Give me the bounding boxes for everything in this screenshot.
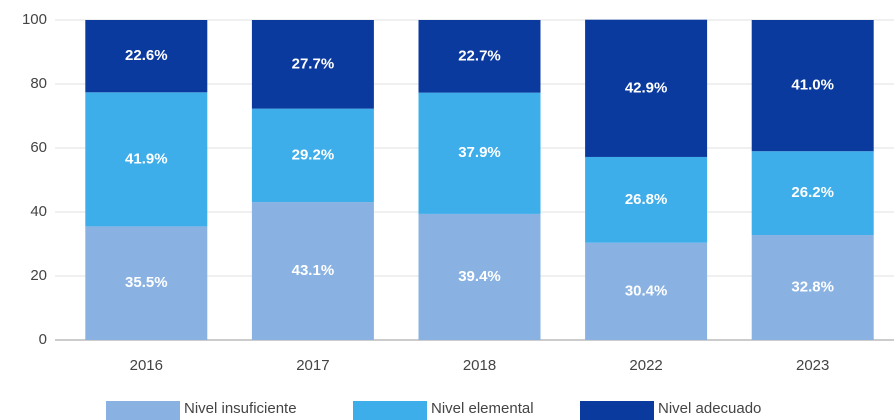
data-label: 35.5%	[125, 274, 168, 291]
data-label: 37.9%	[458, 144, 501, 161]
bar-segment	[585, 19, 708, 157]
bar-segment	[85, 92, 208, 227]
bar-segment	[251, 20, 374, 109]
data-label: 41.9%	[125, 150, 168, 167]
data-label: 29.2%	[292, 146, 335, 163]
legend-swatch	[580, 401, 654, 420]
legend-label: Nivel adecuado	[658, 400, 761, 417]
legend-swatch	[106, 401, 180, 420]
data-label: 22.7%	[458, 47, 501, 64]
x-tick-label: 2018	[463, 357, 496, 374]
x-tick-label: 2022	[629, 357, 662, 374]
data-label: 42.9%	[625, 79, 668, 96]
legend-label: Nivel insuficiente	[184, 400, 297, 417]
data-label: 30.4%	[625, 282, 668, 299]
y-tick-label: 20	[30, 267, 47, 284]
bar-segment	[585, 242, 708, 340]
y-tick-label: 0	[39, 331, 47, 348]
legend-swatch	[353, 401, 427, 420]
data-label: 39.4%	[458, 268, 501, 285]
bar-segment	[751, 235, 874, 340]
bar-segment	[418, 20, 541, 93]
y-tick-label: 80	[30, 75, 47, 92]
bar-segment	[251, 202, 374, 340]
data-label: 22.6%	[125, 47, 168, 64]
x-tick-label: 2016	[130, 357, 163, 374]
bar-segment	[85, 226, 208, 340]
y-tick-label: 40	[30, 203, 47, 220]
x-tick-label: 2017	[296, 357, 329, 374]
data-label: 26.2%	[791, 184, 834, 201]
data-label: 43.1%	[292, 262, 335, 279]
y-tick-label: 100	[22, 11, 47, 28]
bar-segment	[585, 156, 708, 243]
y-tick-label: 60	[30, 139, 47, 156]
x-tick-label: 2023	[796, 357, 829, 374]
bar-segment	[418, 92, 541, 214]
bar-segment	[751, 20, 874, 152]
bar-segment	[85, 20, 208, 93]
data-label: 41.0%	[791, 77, 834, 94]
bar-segment	[751, 151, 874, 236]
data-label: 26.8%	[625, 191, 668, 208]
data-label: 27.7%	[292, 55, 335, 72]
legend-label: Nivel elemental	[431, 400, 534, 417]
data-label: 32.8%	[791, 278, 834, 295]
bar-segment	[251, 108, 374, 203]
bar-segment	[418, 213, 541, 340]
